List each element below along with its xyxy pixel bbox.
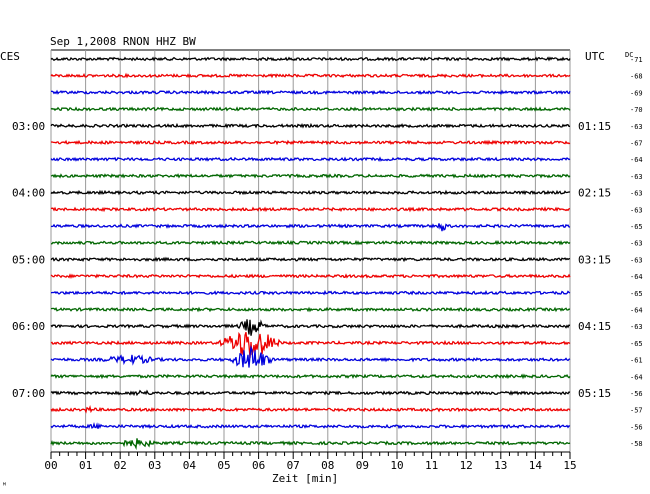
dc-value: -70: [630, 106, 643, 114]
x-tick-label: 06: [252, 459, 265, 472]
right-zone-label: UTC: [585, 50, 605, 63]
trace-row-8: [50, 189, 571, 196]
dc-value: -64: [630, 307, 643, 315]
x-tick-label: 05: [217, 459, 230, 472]
left-hour-label: 06:00: [12, 320, 45, 333]
trace-row-2: [50, 89, 571, 96]
dc-label: DC: [625, 51, 633, 59]
right-hour-label: 05:15: [578, 387, 611, 400]
dc-value: -64: [630, 273, 643, 281]
x-tick-label: 11: [425, 459, 438, 472]
left-zone-label: CES: [0, 50, 20, 63]
dc-value: -63: [630, 206, 643, 214]
dc-value: -57: [630, 407, 643, 415]
trace-row-5: [50, 139, 571, 146]
x-tick-label: 00: [44, 459, 57, 472]
trace-rows: -71 -68 -69 -70 -63 -67 -64 -63 -63 -63 -65 -63 -63 -…: [50, 56, 643, 451]
dc-value: -58: [630, 440, 643, 448]
x-tick-label: 08: [321, 459, 334, 472]
dc-value: -64: [630, 156, 643, 164]
trace-row-20: [50, 389, 571, 397]
trace-row-17: [50, 331, 571, 359]
dc-value: -63: [630, 123, 643, 131]
time-axis: 00 01 02 03 04 05 06 07 08 09 10 11 12 13 14 15: [44, 451, 577, 472]
dc-value: -63: [630, 240, 643, 248]
trace-row-22: [50, 422, 571, 430]
trace-row-6: [50, 156, 571, 162]
trace-row-1: [50, 72, 571, 79]
chart-title: Sep 1,2008 RNON HHZ BW: [50, 35, 196, 48]
x-tick-label: 15: [563, 459, 576, 472]
x-tick-label: 10: [390, 459, 403, 472]
x-tick-label: 09: [356, 459, 369, 472]
right-hour-label: 01:15: [578, 120, 611, 133]
trace-row-9: [50, 206, 571, 213]
x-tick-label: 07: [287, 459, 300, 472]
x-tick-label: 13: [494, 459, 507, 472]
trace-row-21: [50, 404, 571, 414]
dc-value: -71: [630, 56, 643, 64]
dc-value: -63: [630, 256, 643, 264]
dc-value: -65: [630, 223, 643, 231]
chart-labels: Sep 1,2008 RNON HHZ BW CES UTC DC Zeit […: [0, 35, 633, 490]
trace-row-7: [50, 173, 571, 179]
dc-value: -64: [630, 373, 643, 381]
dc-value: -63: [630, 190, 643, 198]
dc-value: -69: [630, 89, 643, 97]
x-tick-label: 12: [460, 459, 473, 472]
x-axis-label: Zeit [min]: [272, 472, 338, 485]
time-grid: [50, 49, 571, 452]
trace-row-12: [50, 256, 571, 263]
trace-row-4: [50, 122, 570, 129]
dc-value: -56: [630, 390, 643, 398]
right-hour-label: 02:15: [578, 187, 611, 200]
left-hour-label: 04:00: [12, 187, 45, 200]
right-hour-label: 03:15: [578, 253, 611, 266]
x-tick-label: 01: [79, 459, 92, 472]
dc-value: -67: [630, 140, 643, 148]
x-tick-label: 02: [114, 459, 127, 472]
left-hour-label: 05:00: [12, 253, 45, 266]
dc-value: -68: [630, 73, 643, 81]
trace-row-3: [50, 106, 571, 112]
trace-row-11: [50, 239, 571, 246]
trace-row-15: [50, 306, 571, 313]
trace-row-18: [50, 344, 571, 368]
left-hour-label: 03:00: [12, 120, 45, 133]
x-tick-label: 04: [183, 459, 197, 472]
trace-row-23: [50, 438, 571, 451]
dc-value: -65: [630, 290, 643, 298]
x-tick-label: 14: [529, 459, 543, 472]
dc-value: -61: [630, 357, 643, 365]
dc-value: -63: [630, 323, 643, 331]
trace-row-10: [50, 223, 571, 232]
dc-value: -63: [630, 173, 643, 181]
trace-row-16: [50, 319, 571, 336]
corner-mark: ᴹ: [2, 481, 7, 490]
dc-value: -56: [630, 423, 643, 431]
trace-row-19: [50, 373, 571, 380]
trace-row-14: [50, 289, 571, 296]
trace-row-0: [50, 56, 571, 62]
dc-value: -65: [630, 340, 643, 348]
left-hour-label: 07:00: [12, 387, 45, 400]
x-tick-label: 03: [148, 459, 161, 472]
right-hour-label: 04:15: [578, 320, 611, 333]
trace-row-13: [50, 273, 571, 279]
